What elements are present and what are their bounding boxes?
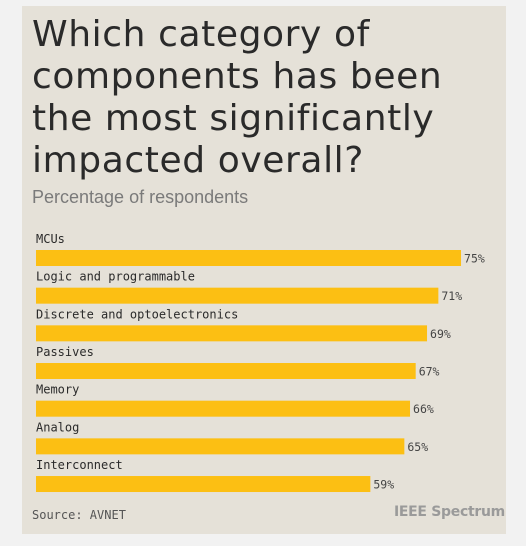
bar <box>36 325 428 342</box>
bar <box>36 476 371 493</box>
source-note: Source: AVNET <box>32 508 126 522</box>
brand-logo: IEEE Spectrum <box>394 504 505 520</box>
value-label: 69% <box>430 327 451 341</box>
bar <box>36 363 416 380</box>
bar-chart: MCUs 75% Logic and programmable 71% Discrete… <box>36 232 485 493</box>
category-label: Memory <box>36 383 79 397</box>
category-label: Passives <box>36 345 94 359</box>
value-label: 66% <box>413 402 434 416</box>
chart-title: Which category of components has been th… <box>32 14 443 181</box>
value-label: 75% <box>464 252 485 266</box>
value-label: 59% <box>373 478 394 492</box>
category-label: Discrete and optoelectronics <box>36 307 238 321</box>
category-label: Logic and programmable <box>36 270 195 284</box>
value-label: 71% <box>441 289 462 303</box>
bar <box>36 250 462 266</box>
bar <box>36 438 405 455</box>
category-label: Analog <box>36 420 79 434</box>
value-label: 65% <box>407 440 428 454</box>
chart-card: Which category of components has been th… <box>22 6 506 534</box>
category-label: MCUs <box>36 232 65 246</box>
category-label: Interconnect <box>36 458 123 472</box>
bar <box>36 400 411 417</box>
bar <box>36 287 439 304</box>
chart-subtitle: Percentage of respondents <box>32 187 249 207</box>
value-label: 67% <box>419 365 440 379</box>
